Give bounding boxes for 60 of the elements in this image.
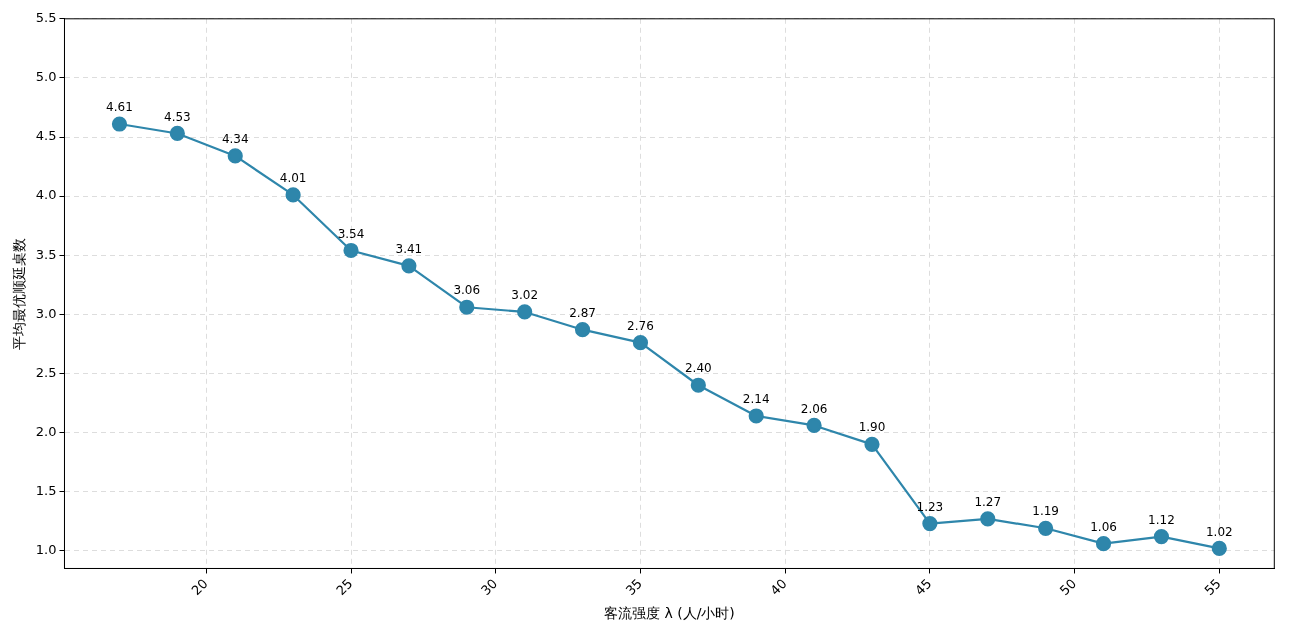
data-label: 2.40 [684,361,712,376]
x-tick-label: 45 [912,575,935,599]
y-tick-label: 4.5 [35,128,57,144]
y-tick-label: 4.0 [35,187,57,203]
point [1095,536,1112,552]
data-label: 4.01 [279,171,307,186]
point [169,125,185,142]
y-tick-label: 2.0 [35,423,57,439]
data-label: 1.19 [1032,504,1060,519]
data-label: 1.12 [1148,512,1175,527]
point [111,116,128,132]
y-tick-label: 1.0 [35,542,57,558]
point [343,242,359,259]
data-label: 2.14 [742,392,770,407]
data-label: 2.76 [627,318,654,333]
data-label: 2.87 [569,305,596,320]
point [227,148,243,164]
data-label: 1.02 [1205,524,1233,539]
y-tick-label: 2.5 [35,364,57,380]
data-label: 4.61 [106,100,133,115]
point [1211,540,1227,556]
x-tick-label: 30 [477,575,501,599]
y-tick-label: 1.5 [35,483,57,499]
point [632,335,649,351]
point [690,377,706,393]
y-tick-label: 3.0 [35,305,57,321]
point [574,322,591,338]
point [864,436,880,452]
data-label: 3.02 [511,288,539,303]
y-tick-label: 5.0 [35,69,57,85]
data-label: 3.54 [337,226,365,241]
x-tick-label: 55 [1201,575,1224,599]
point [459,299,475,315]
data-label: 3.41 [395,241,423,256]
point [285,187,301,203]
data-label: 1.27 [974,494,1002,509]
point [401,258,417,274]
x-tick-label: 50 [1056,575,1080,599]
x-tick-label: 40 [767,575,790,599]
data-label: 1.06 [1090,519,1117,534]
y-tick-label: 3.5 [35,246,57,262]
x-tick-label: 35 [622,575,645,599]
data-label: 4.53 [163,109,191,124]
data-label: 2.06 [800,401,828,416]
x-axis-title: 客流强度 λ (人/小时) [603,605,735,622]
y-tick-label: 5.5 [35,10,57,26]
point [980,511,996,527]
y-axis-title: 平均最优顺延桌数 [11,237,28,350]
data-label: 4.34 [221,132,249,147]
point [922,515,938,532]
x-tick-label: 20 [188,575,211,599]
point [1038,520,1054,536]
x-tick-label: 25 [333,575,356,599]
point [748,408,764,424]
data-label: 3.06 [453,283,481,298]
point [806,417,822,434]
data-label: 1.23 [916,499,944,514]
point [517,304,533,320]
data-label: 1.90 [858,420,886,435]
point [1153,528,1170,545]
